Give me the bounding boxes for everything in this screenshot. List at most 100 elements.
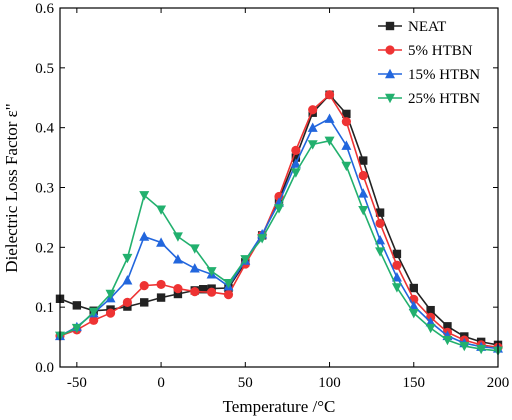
data-point-5-htbn <box>341 117 351 127</box>
data-point-25-htbn <box>122 253 133 264</box>
y-axis-label: Dielectric Loss Factor ε" <box>2 103 21 272</box>
x-tick-label: 0 <box>157 375 165 391</box>
y-tick-label: 0.5 <box>35 61 54 77</box>
data-point-15-htbn <box>358 188 369 198</box>
data-point-neat <box>156 293 166 302</box>
x-tick-label: 200 <box>487 375 510 391</box>
data-point-15-htbn <box>139 231 150 241</box>
axis-ticks: -50 0 50 100 150 200 0.0 0.1 0.2 0.3 0.4 0.5 0.6 <box>35 1 509 391</box>
data-point-neat <box>409 283 418 293</box>
legend-marker <box>385 21 395 31</box>
data-point-25-htbn <box>324 136 335 147</box>
legend-label: 5% HTBN <box>408 43 473 59</box>
data-point-25-htbn <box>358 206 369 216</box>
data-point-25-htbn <box>172 232 183 242</box>
data-point-25-htbn <box>476 344 487 355</box>
legend-item-neat: NEAT <box>378 19 446 35</box>
data-point-15-htbn <box>307 122 318 132</box>
data-point-25-htbn <box>274 204 284 214</box>
data-point-25-htbn <box>425 323 436 334</box>
data-point-15-htbn <box>324 113 335 123</box>
y-tick-label: 0.2 <box>35 240 54 256</box>
data-point-25-htbn <box>375 247 386 257</box>
data-point-25-htbn <box>408 308 419 319</box>
legend-item-25-htbn: 25% HTBN <box>378 91 480 107</box>
data-point-neat <box>375 208 385 217</box>
data-point-5-htbn <box>324 90 335 100</box>
y-tick-label: 0.1 <box>35 300 54 316</box>
data-point-neat <box>392 249 402 259</box>
data-point-5-htbn <box>105 308 116 318</box>
data-point-5-htbn <box>207 287 217 297</box>
data-point-neat <box>426 305 435 315</box>
x-tick-label: 100 <box>318 375 341 391</box>
data-point-5-htbn <box>358 170 368 181</box>
x-tick-label: 50 <box>238 375 253 391</box>
data-point-25-htbn <box>105 289 116 300</box>
data-point-neat <box>291 153 301 162</box>
data-point-5-htbn <box>291 145 301 156</box>
legend-item-5-htbn: 5% HTBN <box>378 43 473 59</box>
y-tick-label: 0.4 <box>35 121 54 137</box>
series-neat <box>55 90 503 350</box>
data-point-5-htbn <box>375 218 385 228</box>
y-tick-label: 0.6 <box>35 1 54 17</box>
data-point-neat <box>173 289 183 299</box>
data-point-neat <box>198 285 208 294</box>
data-point-neat <box>443 322 452 331</box>
legend-marker <box>385 68 395 79</box>
data-point-15-htbn <box>375 234 386 245</box>
data-point-25-htbn <box>341 161 352 172</box>
legend: NEAT 5% HTBN 15% HTBN 25% HTBN <box>378 19 480 107</box>
data-point-15-htbn <box>341 140 352 150</box>
series-15-htbn <box>55 113 503 353</box>
data-point-25-htbn <box>442 335 453 346</box>
data-point-15-htbn <box>172 254 183 264</box>
data-point-neat <box>359 156 368 165</box>
y-tick-label: 0.0 <box>35 360 54 376</box>
data-point-5-htbn <box>173 284 183 294</box>
data-point-15-htbn <box>391 272 402 282</box>
legend-label: 15% HTBN <box>408 67 480 83</box>
data-point-neat <box>72 301 82 310</box>
data-point-5-htbn <box>190 287 200 297</box>
series-layer <box>55 90 503 357</box>
data-point-25-htbn <box>139 191 150 201</box>
data-point-25-htbn <box>391 283 402 293</box>
data-point-25-htbn <box>240 255 251 265</box>
y-tick-label: 0.3 <box>35 181 54 197</box>
data-point-5-htbn <box>308 105 318 115</box>
x-axis-label: Temperature /°C <box>223 397 336 416</box>
data-point-5-htbn <box>89 315 99 325</box>
data-point-25-htbn <box>223 279 234 289</box>
data-point-5-htbn <box>223 290 234 300</box>
data-point-neat <box>140 298 149 307</box>
data-point-25-htbn <box>88 307 99 318</box>
data-point-5-htbn <box>139 281 149 291</box>
data-point-25-htbn <box>290 168 301 178</box>
data-point-25-htbn <box>257 234 268 244</box>
data-point-25-htbn <box>189 244 200 254</box>
data-point-15-htbn <box>122 275 133 285</box>
legend-label: NEAT <box>408 19 446 35</box>
series-5-htbn <box>55 90 503 352</box>
data-point-25-htbn <box>459 341 470 352</box>
data-point-5-htbn <box>122 297 132 307</box>
data-point-15-htbn <box>290 158 301 168</box>
data-point-25-htbn <box>206 267 217 277</box>
legend-marker <box>385 93 395 104</box>
data-point-25-htbn <box>307 140 318 150</box>
legend-item-15-htbn: 15% HTBN <box>378 67 480 83</box>
data-point-15-htbn <box>189 263 200 273</box>
series-25-htbn <box>55 136 503 357</box>
data-point-neat <box>342 109 351 119</box>
data-point-5-htbn <box>156 279 166 290</box>
legend-marker <box>385 45 395 55</box>
data-point-25-htbn <box>71 323 82 334</box>
data-point-5-htbn <box>392 260 402 270</box>
data-point-15-htbn <box>156 237 167 247</box>
x-tick-label: 150 <box>403 375 426 391</box>
data-point-25-htbn <box>156 205 167 215</box>
legend-label: 25% HTBN <box>408 91 480 107</box>
